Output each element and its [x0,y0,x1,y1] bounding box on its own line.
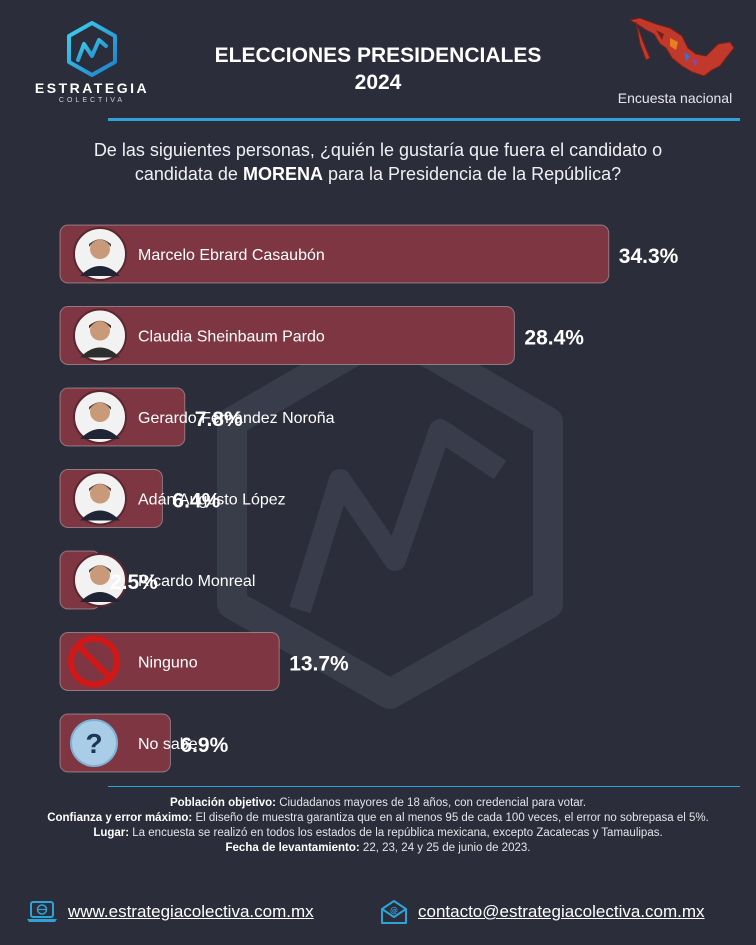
website-link[interactable]: www.estrategiacolectiva.com.mx [26,898,314,926]
avatar-head [90,320,110,341]
website-label[interactable]: www.estrategiacolectiva.com.mx [68,902,314,921]
avatar-head [90,565,110,585]
watermark-logo [217,315,563,709]
email-label[interactable]: contacto@estrategiacolectiva.com.mx [418,902,705,921]
note-place-label: Lugar: [93,827,130,839]
brand-logo: ESTRATEGIA COLECTIVA [32,20,152,110]
bars-layer: Marcelo Ebrard Casaubón 34.3% Claudia Shei… [59,224,679,773]
note-population: Población objetivo: Ciudadanos mayores d… [24,796,732,811]
value-label: 13.7% [289,653,349,676]
value-label: 34.3% [619,245,679,268]
brand-subtitle: COLECTIVA [58,97,126,104]
avatar-hair [89,402,111,410]
note-date: Fecha de levantamiento: 22, 23, 24 y 25 … [24,841,732,856]
survey-type: Encuesta nacional [617,90,733,106]
header-divider [108,118,740,121]
avatar-body [80,266,120,276]
title-line-1: ELECCIONES PRESIDENCIALES [214,44,542,67]
bar-label: No sabe [138,736,198,753]
avatar-icon [73,308,127,363]
note-population-label: Población objetivo: [169,797,276,809]
note-confidence-text: El diseño de muestra garantiza que en al… [192,812,709,824]
value-label: 7.8% [195,408,243,431]
avatar-icon [73,227,127,281]
bar-label: Marcelo Ebrard Casaubón [138,247,325,264]
avatar-hair [89,565,111,573]
avatar-body [80,347,120,358]
note-confidence: Confianza y error máximo: El diseño de m… [24,811,732,826]
question-circle [70,719,118,767]
bar-row: Claudia Sheinbaum Pardo 28.4% [59,306,584,365]
avatar-icon [73,553,127,607]
note-date-text: 22, 23, 24 y 25 de junio de 2023. [359,842,531,854]
question-text-before: De las siguientes personas, ¿quién le gu… [93,140,663,184]
value-label: 2.5% [110,571,158,594]
bar-label: Ninguno [138,655,198,672]
bar-row: Marcelo Ebrard Casaubón 34.3% [59,224,679,284]
value-label: 6.4% [172,490,220,513]
methodology-notes: Población objetivo: Ciudadanos mayores d… [24,796,732,856]
question-mark: ? [85,728,102,759]
avatar-body [80,510,120,521]
avatar-head [90,402,110,422]
avatar-head [90,483,110,504]
email-link[interactable]: @ contacto@estrategiacolectiva.com.mx [380,898,705,926]
bar-label: Ricardo Monreal [138,573,255,590]
bar-label: Claudia Sheinbaum Pardo [138,329,325,346]
page-title: ELECCIONES PRESIDENCIALES 2024 [160,42,596,96]
question-icon: ? [70,719,118,767]
value-label: 6.9% [180,734,228,757]
avatar-hair [89,239,111,247]
prohibited-ring [68,635,120,688]
note-date-label: Fecha de levantamiento: [225,842,360,854]
avatar-body [80,429,120,439]
question-text-after: para la Presidencia de la República? [322,164,622,184]
note-confidence-label: Confianza y error máximo: [47,812,193,824]
prohibited-icon [68,635,120,688]
svg-text:@: @ [390,906,398,915]
note-population-text: Ciudadanos mayores de 18 años, con crede… [276,797,587,809]
mexico-map-icon [628,17,735,77]
survey-question: De las siguientes personas, ¿quién le gu… [80,138,676,186]
bar [59,224,610,284]
bar [59,306,515,365]
avatar-hair [89,484,111,492]
laptop-icon [27,901,57,922]
avatar-hair [89,321,111,329]
avatar-icon [73,471,127,526]
avatar-body [80,592,120,602]
mail-icon: @ [381,900,407,924]
question-emphasis: MORENA [242,164,323,184]
value-label: 28.4% [524,327,584,350]
avatar-head [90,239,110,259]
prohibited-slash [75,643,113,680]
bar-label: Gerardo Fernández Noroña [138,410,335,427]
bar-row: Ninguno 13.7% [59,632,349,691]
note-place-text: La encuesta se realizó en todos los esta… [129,827,663,839]
brand-name: ESTRATEGIA [34,80,150,96]
avatar-icon [73,390,127,444]
footer-divider [108,786,740,787]
hexagon-logo-icon [67,21,117,77]
bar-label: Adán Augusto López [138,492,286,509]
note-place: Lugar: La encuesta se realizó en todos l… [24,826,732,841]
title-line-2: 2024 [354,71,402,94]
